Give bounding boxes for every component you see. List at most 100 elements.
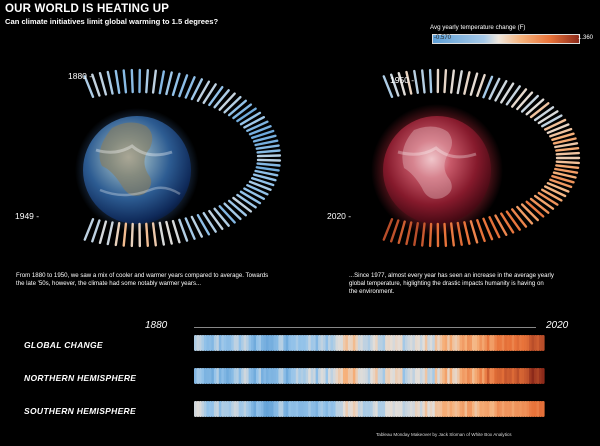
left-caption-line: the late '50s, however, the climate had … [16, 280, 202, 287]
stripe-northern-hemisphere-1949 [365, 368, 369, 384]
radial-stripe-1925 [236, 193, 257, 209]
stripe-southern-hemisphere-2003 [499, 401, 503, 417]
stripe-global-change-1919 [290, 335, 294, 351]
radial-stripe-1955 [421, 69, 426, 94]
radial-stripe-1931 [208, 209, 224, 231]
stripe-southern-hemisphere-1926 [308, 401, 312, 417]
stripe-global-change-1998 [486, 335, 490, 351]
stripe-global-change-1935 [330, 335, 334, 351]
stripe-northern-hemisphere-2001 [494, 368, 498, 384]
stripe-southern-hemisphere-1927 [310, 401, 314, 417]
radial-stripe-1988 [554, 167, 579, 174]
stripe-global-change-1984 [452, 335, 456, 351]
radial-stripe-1932 [202, 211, 217, 233]
stripe-southern-hemisphere-1990 [467, 401, 471, 417]
stripe-southern-hemisphere-1940 [342, 401, 347, 417]
radial-stripe-1995 [537, 191, 559, 206]
stripe-southern-hemisphere-1996 [481, 401, 486, 417]
stripe-southern-hemisphere-1897 [236, 401, 240, 417]
stripe-southern-hemisphere-1986 [457, 401, 461, 417]
page-title: OUR WORLD IS HEATING UP [5, 3, 170, 15]
stripe-southern-hemisphere-1917 [285, 401, 289, 417]
stripe-northern-hemisphere-1887 [211, 368, 215, 384]
stripe-southern-hemisphere-1881 [196, 401, 200, 417]
radial-stripe-1897 [202, 83, 217, 105]
stripe-southern-hemisphere-1999 [489, 401, 493, 417]
stripe-northern-hemisphere-1946 [357, 368, 361, 384]
radial-stripe-1905 [239, 111, 262, 126]
stripe-global-change-2017 [534, 335, 538, 351]
stripe-southern-hemisphere-1922 [298, 401, 302, 417]
stripe-northern-hemisphere-2003 [499, 368, 503, 384]
stripe-southern-hemisphere-1909 [265, 401, 270, 417]
stripe-northern-hemisphere-1958 [387, 368, 391, 384]
stripe-southern-hemisphere-1985 [454, 401, 458, 417]
stripe-northern-hemisphere-1957 [385, 368, 389, 384]
radial-stripe-1964 [482, 75, 494, 99]
stripe-northern-hemisphere-1986 [457, 368, 461, 384]
stripe-global-change-1902 [248, 335, 252, 351]
stripe-northern-hemisphere-1985 [454, 368, 458, 384]
radial-stripe-1980 [551, 132, 575, 142]
stripe-global-change-1947 [360, 335, 364, 351]
stripe-global-change-1964 [402, 335, 406, 351]
stripe-northern-hemisphere-1987 [459, 368, 463, 384]
radial-stripes-right [382, 68, 581, 248]
stripe-global-change-1959 [390, 335, 394, 351]
stripe-southern-hemisphere-1988 [462, 401, 466, 417]
stripe-global-change-1938 [337, 335, 342, 351]
stripe-northern-hemisphere-1950 [367, 368, 371, 384]
stripe-southern-hemisphere-1893 [226, 401, 230, 417]
stripe-southern-hemisphere-1977 [434, 401, 438, 417]
radial-stripe-1903 [232, 103, 253, 120]
legend-title: Avg yearly temperature change (F) [430, 24, 526, 31]
stripe-global-change-1909 [265, 335, 270, 351]
radial-stripe-1883 [106, 70, 114, 95]
stripe-northern-hemisphere-1992 [472, 368, 476, 384]
stripe-global-change-1932 [323, 335, 327, 351]
radial-stripe-2014 [428, 222, 433, 248]
stripe-global-change-1907 [261, 335, 265, 351]
radial-stripe-2011 [450, 222, 455, 247]
stripe-southern-hemisphere-1982 [447, 401, 451, 417]
row-label-global: GLOBAL CHANGE [24, 340, 103, 350]
stripe-northern-hemisphere-1884 [203, 368, 208, 384]
radial-stripe-1935 [184, 217, 196, 240]
stripe-southern-hemisphere-1958 [387, 401, 391, 417]
stripe-global-change-1896 [233, 335, 237, 351]
radial-stripe-1881 [91, 73, 101, 97]
stripe-northern-hemisphere-1881 [196, 368, 200, 384]
stripe-southern-hemisphere-1954 [377, 401, 381, 417]
stripe-southern-hemisphere-1970 [417, 401, 421, 417]
stripe-southern-hemisphere-2014 [526, 401, 530, 417]
stripe-global-change-1911 [270, 335, 275, 351]
axis-end-year: 2020 [546, 320, 569, 331]
stripe-southern-hemisphere-1966 [407, 401, 411, 417]
stripe-southern-hemisphere-1935 [330, 401, 334, 417]
stripe-southern-hemisphere-1888 [213, 401, 217, 417]
stripe-northern-hemisphere-1911 [270, 368, 275, 384]
stripe-global-change-1974 [427, 335, 431, 351]
radial-stripe-1917 [255, 166, 280, 172]
radial-stripe-1921 [248, 180, 272, 191]
stripe-northern-hemisphere-1955 [380, 368, 384, 384]
stripe-southern-hemisphere-1899 [241, 401, 245, 417]
stripe-northern-hemisphere-1971 [419, 368, 423, 384]
stripe-global-change-1899 [241, 335, 245, 351]
radial-stripe-2018 [397, 220, 406, 245]
stripe-southern-hemisphere-1924 [303, 401, 307, 417]
radial-stripe-1948 [91, 219, 101, 243]
stripe-global-change-1951 [370, 335, 374, 351]
stripe-northern-hemisphere-1961 [395, 368, 399, 384]
stripe-global-change-1946 [357, 335, 361, 351]
stripe-northern-hemisphere-1975 [429, 368, 433, 384]
stripe-northern-hemisphere-1889 [216, 368, 220, 384]
stripe-southern-hemisphere-1928 [313, 401, 317, 417]
stripe-global-change-1885 [206, 335, 210, 351]
stripe-global-change-1949 [365, 335, 369, 351]
radial-stripe-1998 [525, 200, 545, 218]
stripe-global-change-1880 [194, 335, 198, 351]
radial-stripe-1907 [246, 120, 269, 133]
stripe-northern-hemisphere-1921 [295, 368, 299, 384]
